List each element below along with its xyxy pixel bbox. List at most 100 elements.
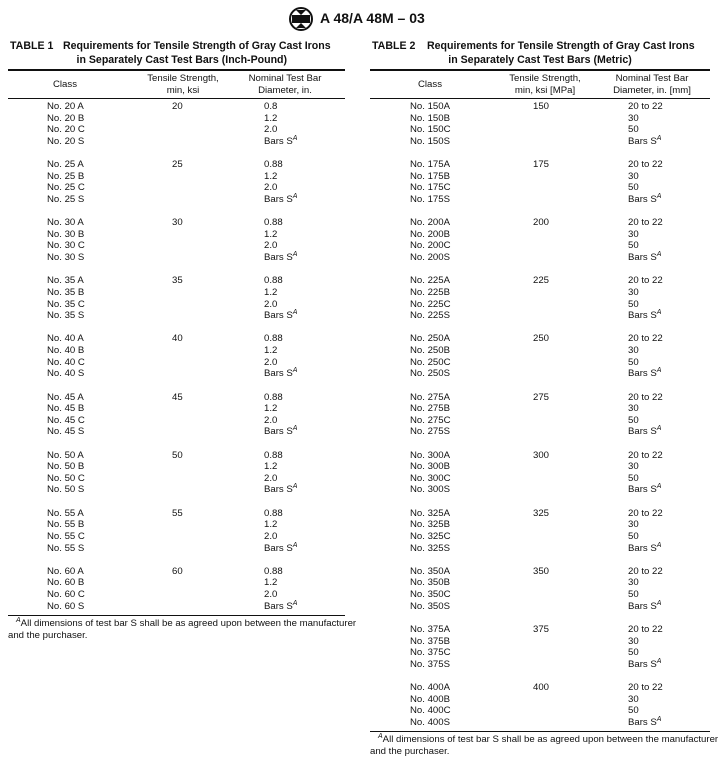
tensile-strength: 35 [172, 275, 183, 287]
footnote-mark: A [656, 657, 662, 665]
diameter-cell: 30 [628, 403, 639, 415]
class-cell: No. 35 B [47, 286, 85, 298]
diameter-cell: 1.2 [264, 286, 278, 298]
class-cell: No. 250A [410, 333, 451, 345]
table-rule [370, 69, 710, 71]
footnote-mark: A [656, 425, 662, 433]
diameter-cell: Bars SA [628, 483, 662, 496]
diameter-cell: Bars SA [628, 192, 662, 205]
class-cell: No. 45 S [47, 426, 85, 438]
footnote-mark: A [292, 134, 298, 142]
tensile-strength: 325 [533, 507, 550, 519]
tensile-strength: 400 [533, 682, 550, 693]
tensile-strength: 45 [172, 391, 183, 403]
footnote-text: All dimensions of test bar S shall be as… [382, 733, 719, 745]
footnote-mark: A [292, 251, 298, 258]
class-cell: No. 55 A [47, 507, 84, 519]
diameter-cell: Bars SA [628, 367, 662, 380]
diameter-cell: 20 to 22 [628, 623, 663, 635]
diameter-cell: 20 to 22 [628, 565, 663, 577]
tensile-strength: 25 [172, 159, 183, 171]
diameter-cell: 1.2 [264, 461, 278, 473]
diameter-cell: 50 [628, 124, 639, 136]
diameter-cell: 0.88 [264, 217, 283, 229]
footnote-text: and the purchaser. [370, 745, 450, 757]
table-caption: Requirements for Tensile Strength of Gra… [63, 40, 331, 52]
tensile-strength: 300 [533, 449, 550, 461]
tensile-strength: 30 [172, 217, 183, 229]
diameter-cell: Bars SA [264, 309, 298, 322]
table-rule [8, 614, 345, 617]
tensile-strength: 350 [533, 565, 550, 577]
footnote-mark: A [656, 134, 662, 142]
class-cell: No. 35 C [47, 298, 85, 310]
diameter-cell: 1.2 [264, 577, 278, 589]
diameter-cell: 30 [628, 112, 639, 124]
diameter-cell: 1.2 [264, 228, 278, 240]
class-cell: No. 50 C [47, 472, 85, 484]
tensile-strength: 175 [533, 159, 550, 171]
diameter-cell: Bars SA [628, 425, 662, 438]
tensile-strength: 60 [172, 565, 183, 577]
class-cell: No. 25 C [47, 182, 85, 194]
diameter-cell: Bars SA [264, 425, 298, 438]
class-cell: No. 200B [410, 228, 451, 240]
class-cell: No. 55 C [47, 530, 85, 542]
class-cell: No. 55 B [47, 519, 85, 531]
footnote-mark: A [292, 309, 298, 317]
footnote: AAll dimensions of test bar S shall be a… [16, 616, 357, 630]
class-cell: No. 45 C [47, 414, 85, 426]
tensile-strength: 50 [172, 449, 183, 461]
diameter-cell: 0.8 [264, 101, 278, 112]
class-cell: No. 325B [410, 519, 451, 531]
class-cell: No. 300S [410, 484, 451, 496]
class-cell: No. 300C [410, 472, 451, 484]
footnote-mark: A [292, 599, 298, 607]
class-cell: No. 40 S [47, 368, 85, 380]
diameter-cell: 50 [628, 182, 639, 194]
diameter-cell: 0.88 [264, 507, 283, 519]
table-caption: Requirements for Tensile Strength of Gra… [427, 40, 695, 52]
diameter-cell: 50 [628, 298, 639, 310]
class-cell: No. 150C [410, 124, 451, 136]
diameter-cell: 1.2 [264, 345, 278, 356]
diameter-cell: 50 [628, 240, 639, 252]
class-cell: No. 225B [410, 286, 451, 298]
class-cell: No. 250S [410, 368, 451, 380]
class-cell: No. 350A [410, 565, 451, 577]
diameter-cell: 50 [628, 472, 639, 484]
diameter-cell: Bars SA [628, 251, 662, 263]
footnote-mark: A [656, 367, 662, 375]
diameter-cell: 20 to 22 [628, 507, 663, 519]
diameter-cell: 50 [628, 530, 639, 542]
diameter-cell: 0.88 [264, 565, 283, 577]
class-cell: No. 175B [410, 170, 451, 182]
class-cell: No. 375B [410, 635, 451, 647]
footnote-text: All dimensions of test bar S shall be as… [20, 617, 357, 629]
diameter-cell: 2.0 [264, 589, 278, 600]
tensile-strength: 55 [172, 507, 183, 519]
class-cell: No. 250B [410, 345, 451, 356]
diameter-cell: 50 [628, 647, 639, 659]
diameter-cell: 2.0 [264, 298, 278, 310]
footnote-mark: A [292, 483, 298, 491]
footnote-mark: A [16, 616, 21, 624]
class-cell: No. 150S [410, 135, 451, 147]
diameter-cell: 30 [628, 461, 639, 473]
column-header: Tensile Strength, [147, 73, 219, 84]
class-cell: No. 375A [410, 623, 451, 635]
diameter-cell: Bars SA [264, 251, 298, 263]
class-cell: No. 20 C [47, 124, 85, 136]
footnote-mark: A [656, 251, 662, 258]
diameter-cell: 50 [628, 356, 639, 368]
class-cell: No. 350C [410, 589, 451, 600]
table-rule [8, 98, 345, 99]
diameter-cell: 0.88 [264, 449, 283, 461]
table-caption: in Separately Cast Test Bars (Inch-Pound… [76, 54, 288, 66]
diameter-cell: Bars SA [264, 541, 298, 554]
column-header: Class [418, 79, 442, 90]
class-cell: No. 30 A [47, 217, 84, 229]
footnote: AAll dimensions of test bar S shall be a… [378, 733, 719, 746]
diameter-cell: 50 [628, 589, 639, 600]
column-header: Class [53, 79, 77, 90]
